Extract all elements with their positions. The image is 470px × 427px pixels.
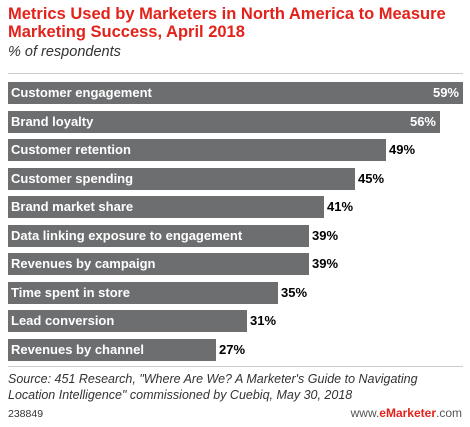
chart-id: 238849 [8,408,44,420]
bar-label: Brand loyalty [11,114,94,129]
logo-prefix: www. [350,406,380,420]
emarketer-logo: www.eMarketer.com [351,406,462,420]
bar-label: Data linking exposure to engagement [11,228,243,243]
bar [8,310,247,332]
data-label: 59% [432,85,459,100]
bar [8,82,463,104]
bar-label: Customer retention [11,142,131,157]
bar-label: Brand market share [11,199,134,214]
data-label: 27% [219,342,246,357]
data-label: 31% [250,313,277,328]
bar-label: Revenues by campaign [11,256,156,271]
chart-title: Metrics Used by Marketers in North Ameri… [8,5,446,41]
bottom-divider [8,366,463,367]
bar [8,225,309,247]
bar [8,196,324,218]
bar-label: Lead conversion [11,313,115,328]
top-divider [8,73,463,74]
bar [8,139,386,161]
bar [8,111,440,133]
bar-label: Time spent in store [11,285,130,300]
bar [8,168,355,190]
bar-label: Customer spending [11,171,134,186]
bar [8,282,278,304]
logo-suffix: .com [435,406,462,420]
bar-label: Customer engagement [11,85,152,100]
bar-label: Revenues by channel [11,342,144,357]
bar [8,339,216,361]
bar [8,253,309,275]
data-label: 49% [389,142,416,157]
logo-brand: eMarketer [379,406,436,420]
data-label: 56% [409,114,436,129]
source-note: Source: 451 Research, "Where Are We? A M… [8,372,418,402]
data-label: 39% [312,256,339,271]
data-label: 35% [281,285,308,300]
chart-subtitle: % of respondents [8,44,121,60]
data-label: 39% [312,228,339,243]
data-label: 41% [327,199,354,214]
data-label: 45% [358,171,385,186]
